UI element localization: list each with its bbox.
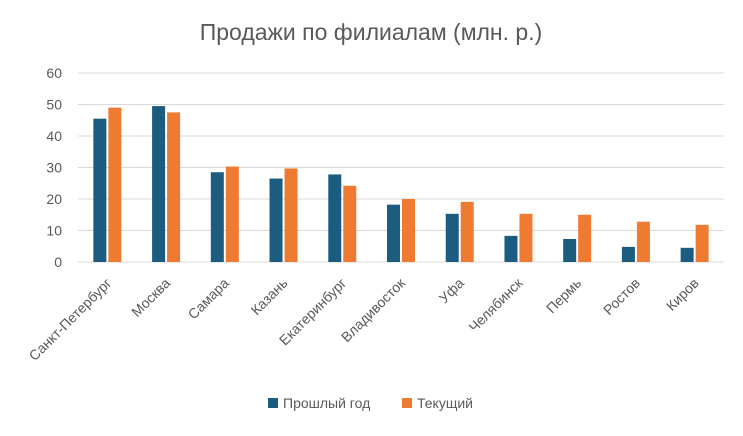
bar-previous-year [269, 178, 283, 262]
bar-previous-year [504, 235, 518, 262]
bar-previous-year [328, 174, 342, 262]
bar-current [519, 213, 533, 262]
x-tick-label: Санкт-Петербург [26, 275, 115, 364]
y-tick-label: 50 [46, 97, 62, 113]
legend-swatch [268, 398, 278, 408]
x-tick-label: Киров [663, 275, 702, 314]
x-tick-label: Москва [128, 275, 173, 320]
x-tick-label: Владивосток [338, 274, 409, 345]
y-axis-ticks: 0 10 20 30 40 50 60 [46, 65, 62, 270]
bar-current [636, 221, 650, 262]
bar-current [225, 166, 239, 262]
x-tick-label: Челябинск [465, 274, 526, 335]
legend-label: Прошлый год [283, 395, 370, 411]
bar-previous-year [93, 118, 107, 262]
bar-current [460, 201, 474, 262]
y-tick-label: 20 [46, 191, 62, 207]
bar-previous-year [621, 246, 635, 262]
bar-current [167, 112, 181, 262]
y-tick-label: 10 [46, 223, 62, 239]
bar-current [578, 214, 592, 262]
x-tick-label: Ростов [600, 275, 643, 318]
bar-current [695, 224, 709, 262]
bar-current [284, 168, 298, 262]
y-tick-label: 0 [54, 254, 62, 270]
legend-label: Текущий [417, 395, 473, 411]
y-tick-label: 30 [46, 160, 62, 176]
bar-current [343, 185, 357, 262]
x-axis-labels: Санкт-Петербург Москва Самара КазаньЕкатери… [26, 274, 702, 364]
legend-swatch [402, 398, 412, 408]
chart-title: Продажи по филиалам (млн. р.) [200, 19, 543, 45]
grid-lines [78, 72, 724, 263]
x-tick-label: Пермь [543, 275, 584, 316]
bar-previous-year [680, 247, 694, 262]
bar-previous-year [563, 239, 577, 262]
x-tick-label: Самара [185, 275, 233, 323]
bar-previous-year [445, 213, 459, 262]
legend: Прошлый год Текущий [268, 395, 473, 411]
y-tick-label: 60 [46, 65, 62, 81]
bar-previous-year [152, 106, 166, 262]
bars [93, 106, 709, 263]
x-tick-label: Казань [248, 275, 291, 318]
x-tick-label: Уфа [436, 275, 467, 306]
bar-previous-year [210, 172, 224, 262]
y-tick-label: 40 [46, 128, 62, 144]
bar-current [108, 107, 122, 263]
bar-previous-year [387, 204, 400, 262]
bar-current [402, 199, 415, 262]
